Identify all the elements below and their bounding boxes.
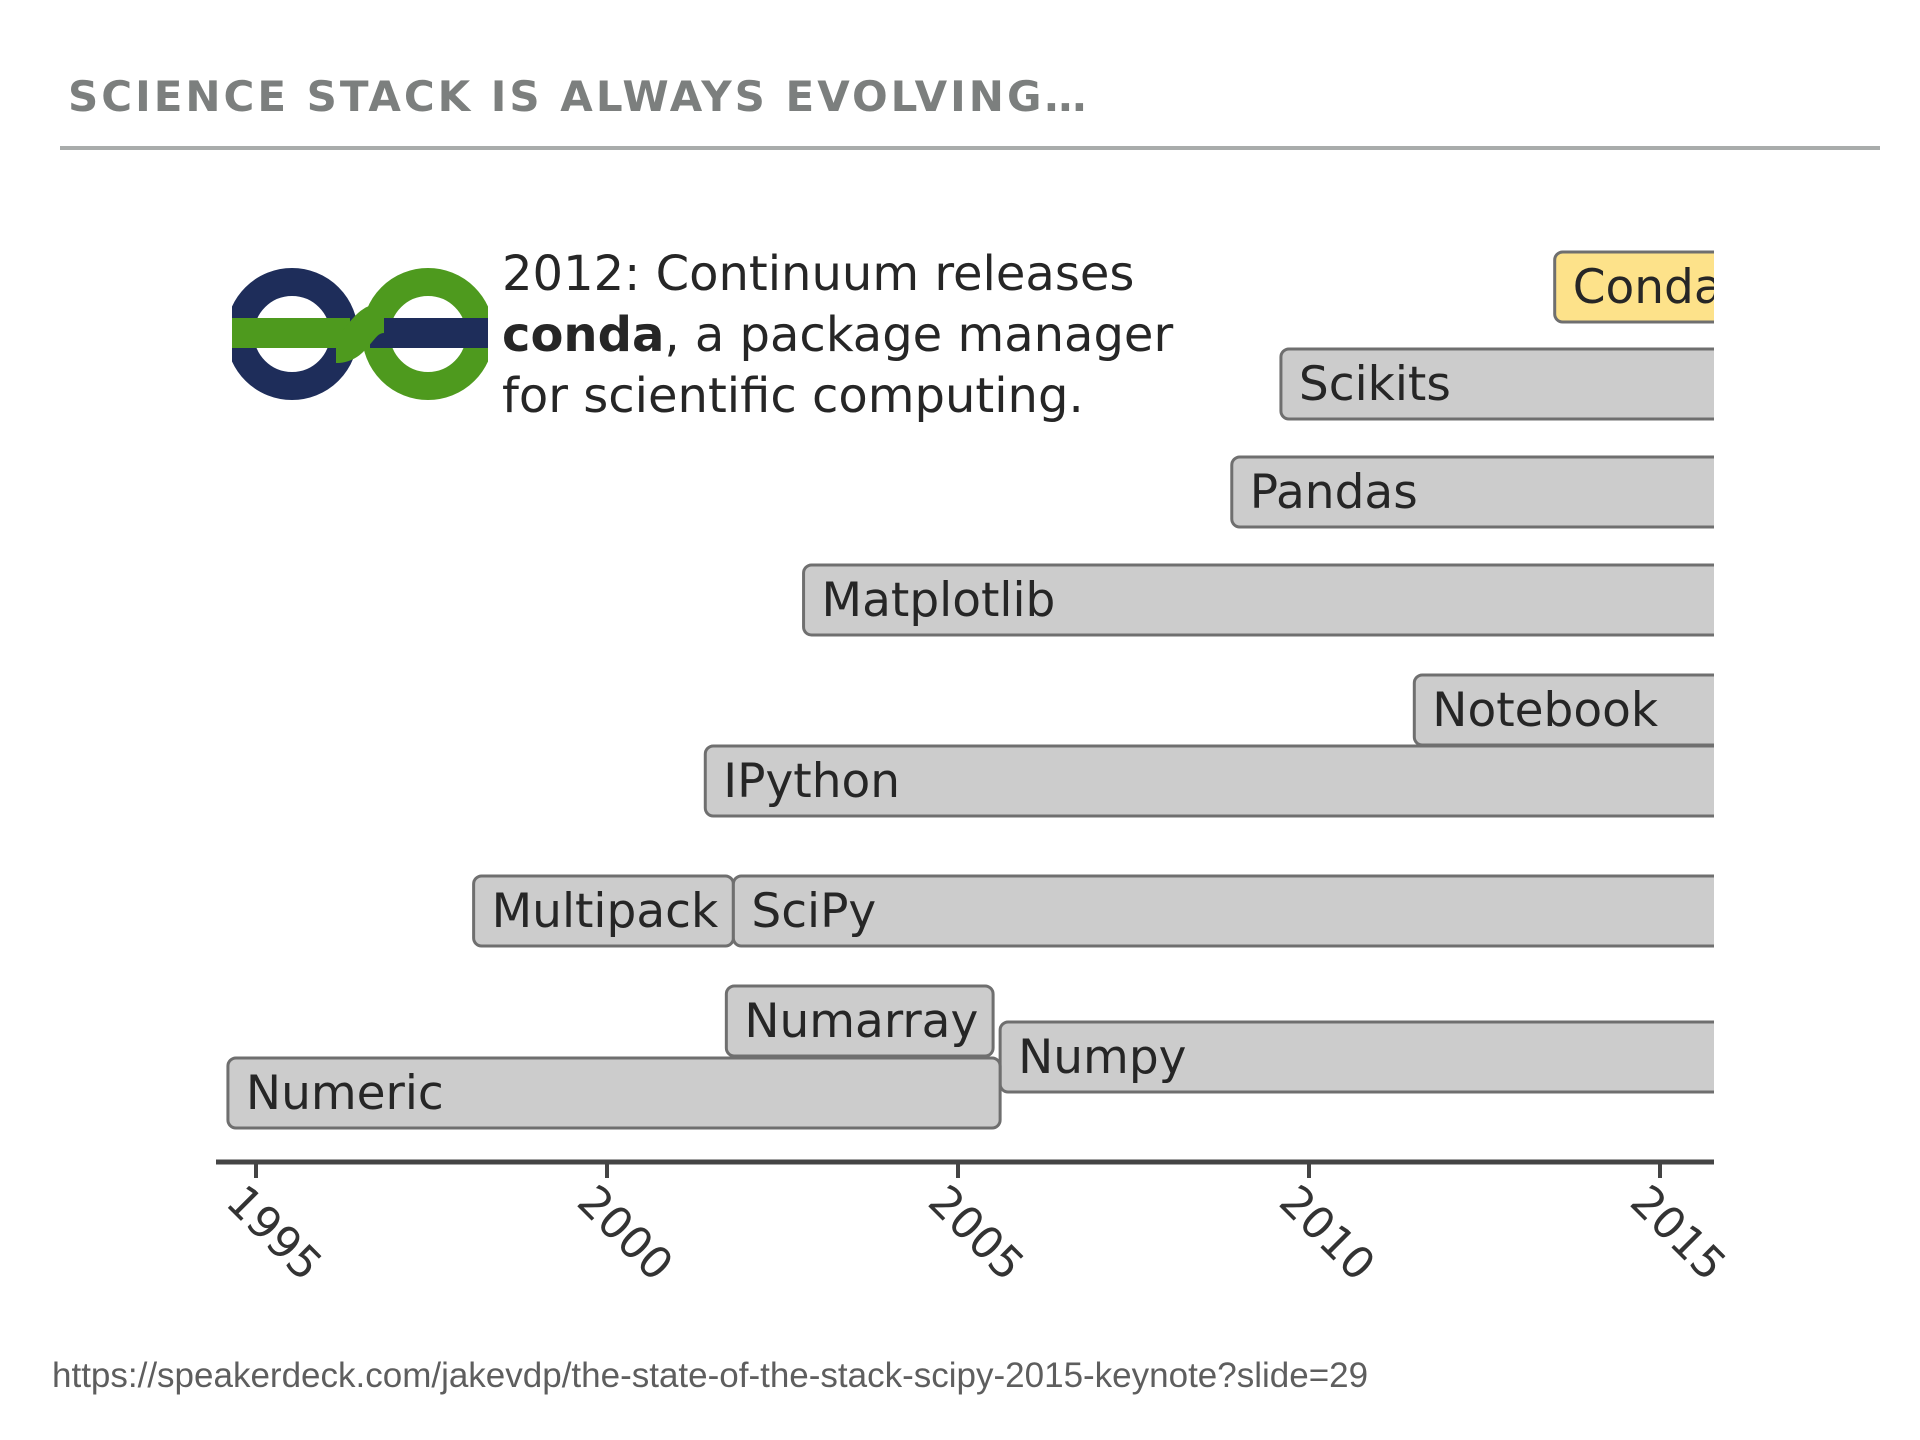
title-divider: [60, 146, 1880, 150]
timeline-label-numeric: Numeric: [246, 1066, 444, 1121]
timeline-bar-conda: [1553, 250, 1714, 324]
timeline-label-multipack: Multipack: [492, 884, 719, 939]
timeline-bar-scipy: [731, 874, 1714, 948]
timeline-label-notebook: Notebook: [1432, 683, 1659, 738]
x-tick-label-1995: 1995: [216, 1176, 331, 1291]
timeline-bar-matplotlib: [802, 563, 1714, 637]
timeline-bar-ipython: [703, 744, 1714, 818]
annotation-line-3: for scientific computing.: [502, 368, 1084, 424]
x-tick-label-2015: 2015: [1620, 1176, 1735, 1291]
annotation-line-2: conda, a package manager: [502, 305, 1222, 366]
timeline-bar-numpy: [998, 1020, 1714, 1094]
timeline-label-matplotlib: Matplotlib: [822, 573, 1056, 628]
timeline-bar-numeric: [226, 1056, 1002, 1130]
x-tick-label-2000: 2000: [567, 1176, 682, 1291]
timeline-bars: Conda Scikits Pandas Matplotlib Notebook IPyt…: [226, 250, 1723, 1130]
timeline-label-scipy: SciPy: [751, 884, 876, 939]
slide-title: SCIENCE STACK IS ALWAYS EVOLVING…: [68, 72, 1090, 121]
source-link[interactable]: https://speakerdeck.com/jakevdp/the-stat…: [52, 1356, 1369, 1395]
timeline-label-numpy: Numpy: [1018, 1030, 1186, 1085]
timeline-bar-scikits: [1279, 347, 1714, 421]
annotation-line-1: 2012: Continuum releases: [502, 246, 1135, 302]
timeline-label-scikits: Scikits: [1299, 357, 1451, 412]
timeline-label-pandas: Pandas: [1250, 465, 1418, 520]
timeline-bar-numarray: [724, 984, 995, 1058]
timeline-label-numarray: Numarray: [744, 994, 978, 1049]
conda-annotation: 2012: Continuum releases conda, a packag…: [502, 244, 1222, 427]
x-tick-label-2010: 2010: [1269, 1176, 1384, 1291]
annotation-bold-conda: conda: [502, 307, 665, 363]
conda-logo-icon: [232, 268, 488, 400]
timeline-chart: Conda Scikits Pandas Matplotlib Notebook IPyt…: [216, 250, 1735, 1291]
timeline-bar-pandas: [1230, 455, 1714, 529]
timeline-label-ipython: IPython: [723, 754, 900, 809]
annotation-line-2-rest: , a package manager: [664, 307, 1174, 363]
timeline-label-conda: Conda: [1573, 260, 1723, 315]
x-tick-label-2005: 2005: [918, 1176, 1033, 1291]
